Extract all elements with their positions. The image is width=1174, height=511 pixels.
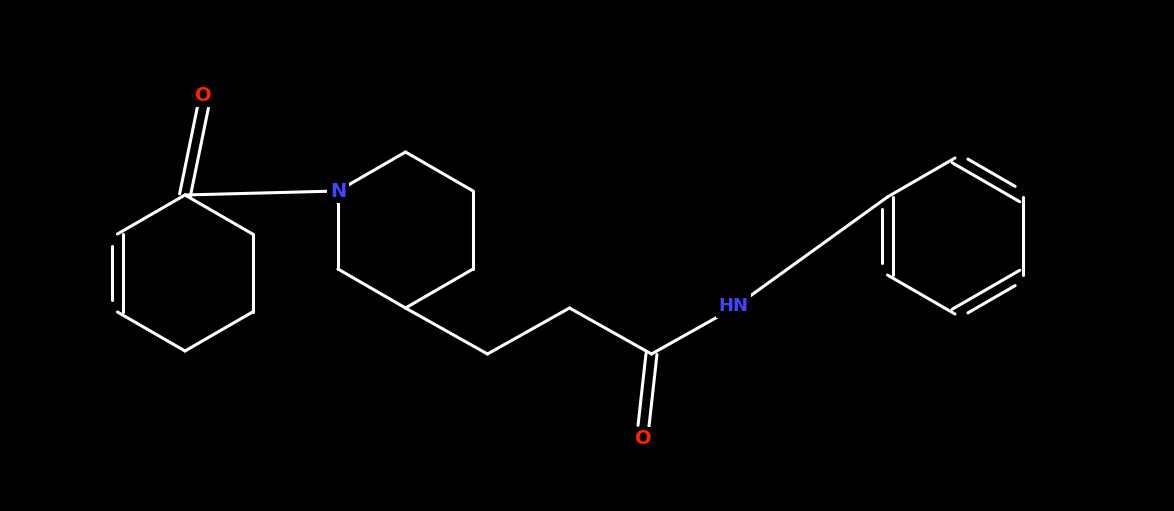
Text: O: O xyxy=(195,85,211,105)
Text: O: O xyxy=(635,430,652,449)
Text: N: N xyxy=(330,181,346,200)
Text: HN: HN xyxy=(718,297,749,315)
Text: O: O xyxy=(195,85,211,105)
Text: HN: HN xyxy=(718,297,749,315)
Text: N: N xyxy=(330,181,346,200)
Text: N: N xyxy=(330,181,346,200)
Text: O: O xyxy=(635,430,652,449)
